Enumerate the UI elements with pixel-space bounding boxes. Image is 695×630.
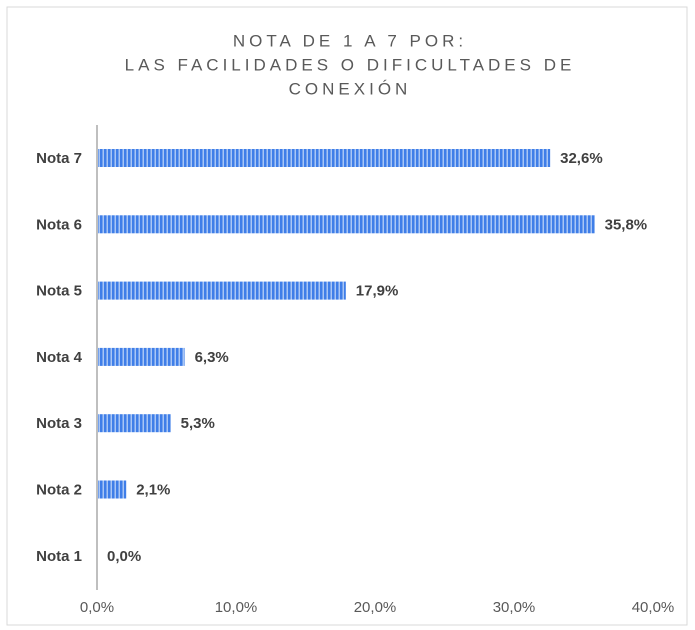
- bar: [97, 414, 171, 433]
- value-label: 32,6%: [560, 150, 603, 167]
- y-tick-label: Nota 7: [36, 150, 82, 167]
- x-tick-label: 40,0%: [632, 599, 675, 616]
- bar: [97, 149, 551, 167]
- value-label: 6,3%: [195, 349, 229, 366]
- y-tick-label: Nota 2: [36, 481, 82, 498]
- bar: [97, 281, 346, 300]
- x-tick-label: 10,0%: [215, 599, 258, 616]
- value-label: 35,8%: [605, 216, 648, 233]
- bar: [97, 215, 595, 234]
- chart-title: CONEXIÓN: [289, 79, 412, 98]
- chart-border: [6, 6, 688, 626]
- bar: [97, 480, 127, 499]
- value-label: 5,3%: [181, 415, 215, 432]
- chart-title: LAS FACILIDADES O DIFICULTADES DE: [125, 55, 576, 74]
- value-label: 17,9%: [356, 283, 399, 300]
- y-tick-label: Nota 5: [36, 283, 82, 300]
- y-tick-label: Nota 1: [36, 548, 82, 565]
- y-tick-label: Nota 4: [36, 349, 83, 366]
- x-tick-label: 30,0%: [493, 599, 536, 616]
- value-label: 0,0%: [107, 548, 141, 565]
- x-tick-label: 0,0%: [80, 599, 114, 616]
- value-label: 2,1%: [136, 481, 170, 498]
- x-tick-label: 20,0%: [354, 599, 397, 616]
- y-tick-label: Nota 6: [36, 216, 82, 233]
- y-tick-label: Nota 3: [36, 415, 82, 432]
- chart-title: NOTA DE 1 A 7 POR:: [233, 31, 467, 50]
- bar: [97, 347, 185, 366]
